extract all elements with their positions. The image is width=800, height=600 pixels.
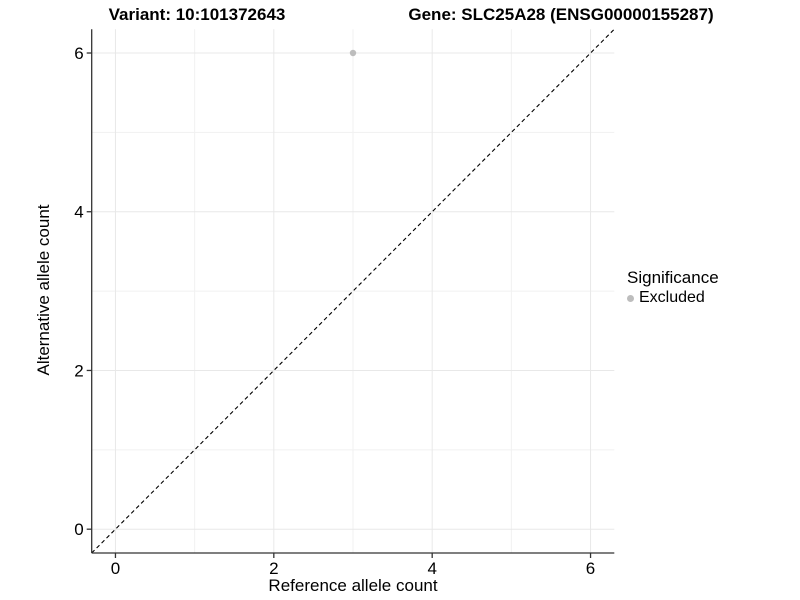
y-tick-label: 2 bbox=[74, 361, 83, 380]
x-tick-label: 4 bbox=[427, 559, 436, 578]
y-tick-label: 4 bbox=[74, 203, 83, 222]
gene-title: Gene: SLC25A28 (ENSG00000155287) bbox=[408, 5, 714, 24]
y-axis-label: Alternative allele count bbox=[34, 204, 53, 376]
y-tick-label: 6 bbox=[74, 44, 83, 63]
legend-item-excluded: Excluded bbox=[627, 288, 719, 308]
y-tick-label: 0 bbox=[74, 520, 83, 539]
x-tick-label: 2 bbox=[269, 559, 278, 578]
identity-reference-line bbox=[91, 28, 615, 554]
variant-title: Variant: 10:101372643 bbox=[108, 5, 286, 24]
x-tick-label: 6 bbox=[586, 559, 595, 578]
legend-title: Significance bbox=[627, 268, 719, 287]
legend-item-label: Excluded bbox=[639, 289, 705, 306]
x-tick-label: 0 bbox=[111, 559, 120, 578]
data-point bbox=[349, 49, 357, 57]
legend: Significance Excluded bbox=[627, 267, 719, 308]
legend-point-icon bbox=[627, 294, 634, 302]
x-axis-label: Reference allele count bbox=[268, 576, 438, 595]
